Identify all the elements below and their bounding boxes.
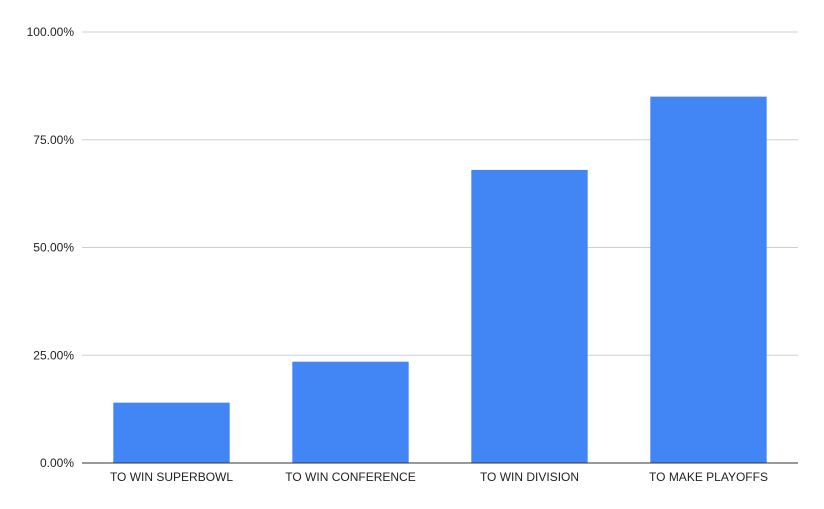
x-category-label: TO MAKE PLAYOFFS [649,470,768,484]
y-tick-label: 100.00% [27,25,75,39]
y-tick-label: 0.00% [40,456,74,470]
x-axis-labels: TO WIN SUPERBOWL TO WIN CONFERENCE TO WIN … [110,470,768,484]
y-tick-label: 25.00% [33,348,74,362]
bars [113,96,767,464]
y-tick-label: 75.00% [33,133,74,147]
y-tick-label: 50.00% [33,241,74,255]
bar [292,361,409,463]
x-category-label: TO WIN DIVISION [480,470,579,484]
x-category-label: TO WIN SUPERBOWL [110,470,233,484]
x-category-label: TO WIN CONFERENCE [285,470,415,484]
bar [113,402,230,463]
bar [650,96,767,464]
y-axis-ticks: 0.00% 25.00% 50.00% 75.00% 100.00% [27,25,75,470]
bar [471,169,588,464]
